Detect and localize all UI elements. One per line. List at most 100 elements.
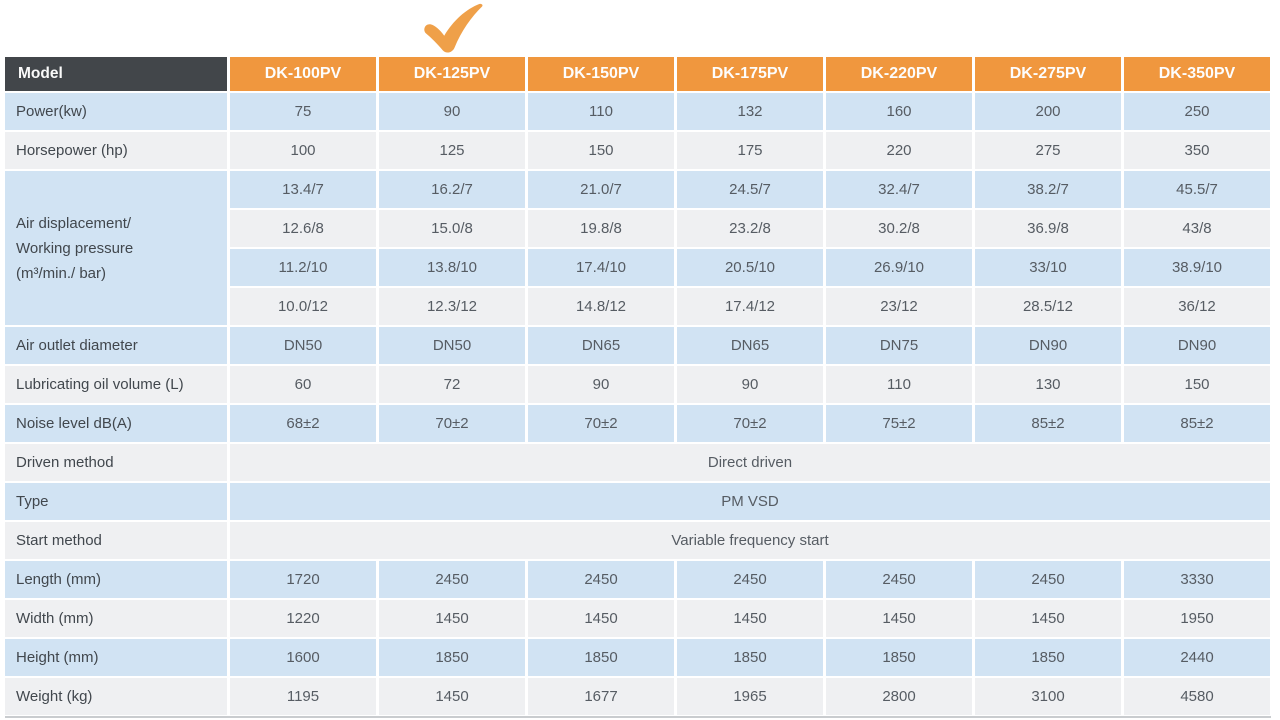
spec-value-cell: 1450 (379, 678, 525, 715)
spec-value-cell: 36.9/8 (975, 210, 1121, 247)
air-label-line: (m³/min./ bar) (16, 264, 106, 282)
column-header: DK-175PV (677, 57, 823, 91)
spec-value-cell: 75 (230, 93, 376, 130)
spec-value-cell: 72 (379, 366, 525, 403)
spec-value-cell: 220 (826, 132, 972, 169)
spec-value-cell: 28.5/12 (975, 288, 1121, 325)
row-air-displacement-2: 12.6/8 15.0/8 19.8/8 23.2/8 30.2/8 36.9/… (5, 210, 1270, 247)
spec-value-cell: 16.2/7 (379, 171, 525, 208)
row-air-outlet: Air outlet diameter DN50 DN50 DN65 DN65 … (5, 327, 1270, 364)
spec-value-cell: 1850 (528, 639, 674, 676)
spec-value-cell: 2450 (677, 561, 823, 598)
column-header: DK-350PV (1124, 57, 1270, 91)
row-label: Driven method (5, 444, 227, 481)
spec-value-cell: 12.3/12 (379, 288, 525, 325)
spec-value-cell: 1677 (528, 678, 674, 715)
spec-value-cell: 90 (379, 93, 525, 130)
spec-value-cell: 200 (975, 93, 1121, 130)
spec-value-cell: 75±2 (826, 405, 972, 442)
row-label: Horsepower (hp) (5, 132, 227, 169)
spec-value-cell: 2450 (528, 561, 674, 598)
row-horsepower: Horsepower (hp) 100 125 150 175 220 275 … (5, 132, 1270, 169)
row-noise-level: Noise level dB(A) 68±2 70±2 70±2 70±2 75… (5, 405, 1270, 442)
spec-value-cell: 33/10 (975, 249, 1121, 286)
spec-value-cell: 150 (1124, 366, 1270, 403)
spec-value-cell: 70±2 (528, 405, 674, 442)
spec-value-cell: 2800 (826, 678, 972, 715)
row-oil-volume: Lubricating oil volume (L) 60 72 90 90 1… (5, 366, 1270, 403)
merged-value-cell: Variable frequency start (230, 522, 1270, 559)
spec-value-cell: 1195 (230, 678, 376, 715)
spec-value-cell: 100 (230, 132, 376, 169)
spec-value-cell: 130 (975, 366, 1121, 403)
spec-value-cell: 19.8/8 (528, 210, 674, 247)
spec-value-cell: 11.2/10 (230, 249, 376, 286)
spec-value-cell: 1850 (379, 639, 525, 676)
spec-value-cell: 24.5/7 (677, 171, 823, 208)
spec-value-cell: 70±2 (379, 405, 525, 442)
spec-value-cell: 32.4/7 (826, 171, 972, 208)
spec-value-cell: 26.9/10 (826, 249, 972, 286)
row-air-displacement-3: 11.2/10 13.8/10 17.4/10 20.5/10 26.9/10 … (5, 249, 1270, 286)
row-power: Power(kw) 75 90 110 132 160 200 250 (5, 93, 1270, 130)
spec-value-cell: DN90 (1124, 327, 1270, 364)
spec-value-cell: 1450 (379, 600, 525, 637)
column-header: DK-100PV (230, 57, 376, 91)
column-header: DK-275PV (975, 57, 1121, 91)
spec-value-cell: 90 (528, 366, 674, 403)
spec-value-cell: 1850 (677, 639, 823, 676)
row-label: Width (mm) (5, 600, 227, 637)
spec-value-cell: DN50 (379, 327, 525, 364)
spec-value-cell: 250 (1124, 93, 1270, 130)
spec-value-cell: 1965 (677, 678, 823, 715)
spec-value-cell: 1450 (826, 600, 972, 637)
spec-value-cell: 90 (677, 366, 823, 403)
spec-value-cell: 17.4/10 (528, 249, 674, 286)
air-label-line: Air displacement/ (16, 214, 132, 232)
spec-value-cell: 1600 (230, 639, 376, 676)
model-header-cell: Model (5, 57, 227, 91)
spec-value-cell: DN50 (230, 327, 376, 364)
row-height: Height (mm) 1600 1850 1850 1850 1850 185… (5, 639, 1270, 676)
spec-value-cell: 2440 (1124, 639, 1270, 676)
row-label: Power(kw) (5, 93, 227, 130)
spec-value-cell: 132 (677, 93, 823, 130)
spec-value-cell: DN65 (528, 327, 674, 364)
spec-value-cell: 30.2/8 (826, 210, 972, 247)
spec-value-cell: 60 (230, 366, 376, 403)
row-label: Noise level dB(A) (5, 405, 227, 442)
spec-value-cell: 43/8 (1124, 210, 1270, 247)
spec-value-cell: 17.4/12 (677, 288, 823, 325)
merged-value-cell: PM VSD (230, 483, 1270, 520)
spec-value-cell: 150 (528, 132, 674, 169)
row-air-displacement-4: 10.0/12 12.3/12 14.8/12 17.4/12 23/12 28… (5, 288, 1270, 325)
spec-value-cell: 1950 (1124, 600, 1270, 637)
spec-value-cell: 2450 (975, 561, 1121, 598)
spec-value-cell: 21.0/7 (528, 171, 674, 208)
spec-value-cell: 70±2 (677, 405, 823, 442)
spec-value-cell: 1450 (528, 600, 674, 637)
spec-value-cell: 20.5/10 (677, 249, 823, 286)
spec-value-cell: 1450 (975, 600, 1121, 637)
spec-value-cell: 350 (1124, 132, 1270, 169)
row-driven-method: Driven method Direct driven (5, 444, 1270, 481)
row-length: Length (mm) 1720 2450 2450 2450 2450 245… (5, 561, 1270, 598)
merged-value-cell: Direct driven (230, 444, 1270, 481)
spec-value-cell: 1220 (230, 600, 376, 637)
row-label: Lubricating oil volume (L) (5, 366, 227, 403)
row-weight: Weight (kg) 1195 1450 1677 1965 2800 310… (5, 678, 1270, 715)
row-label: Air outlet diameter (5, 327, 227, 364)
row-air-displacement-1: Air displacement/ Working pressure (m³/m… (5, 171, 1270, 325)
row-label: Length (mm) (5, 561, 227, 598)
spec-value-cell: 38.2/7 (975, 171, 1121, 208)
spec-value-cell: 13.8/10 (379, 249, 525, 286)
spec-value-cell: 3100 (975, 678, 1121, 715)
row-label: Type (5, 483, 227, 520)
row-width: Width (mm) 1220 1450 1450 1450 1450 1450… (5, 600, 1270, 637)
spec-value-cell: 45.5/7 (1124, 171, 1270, 208)
column-header: DK-220PV (826, 57, 972, 91)
spec-value-cell: 1850 (826, 639, 972, 676)
spec-value-cell: 2450 (379, 561, 525, 598)
spec-value-cell: 85±2 (975, 405, 1121, 442)
spec-value-cell: 36/12 (1124, 288, 1270, 325)
